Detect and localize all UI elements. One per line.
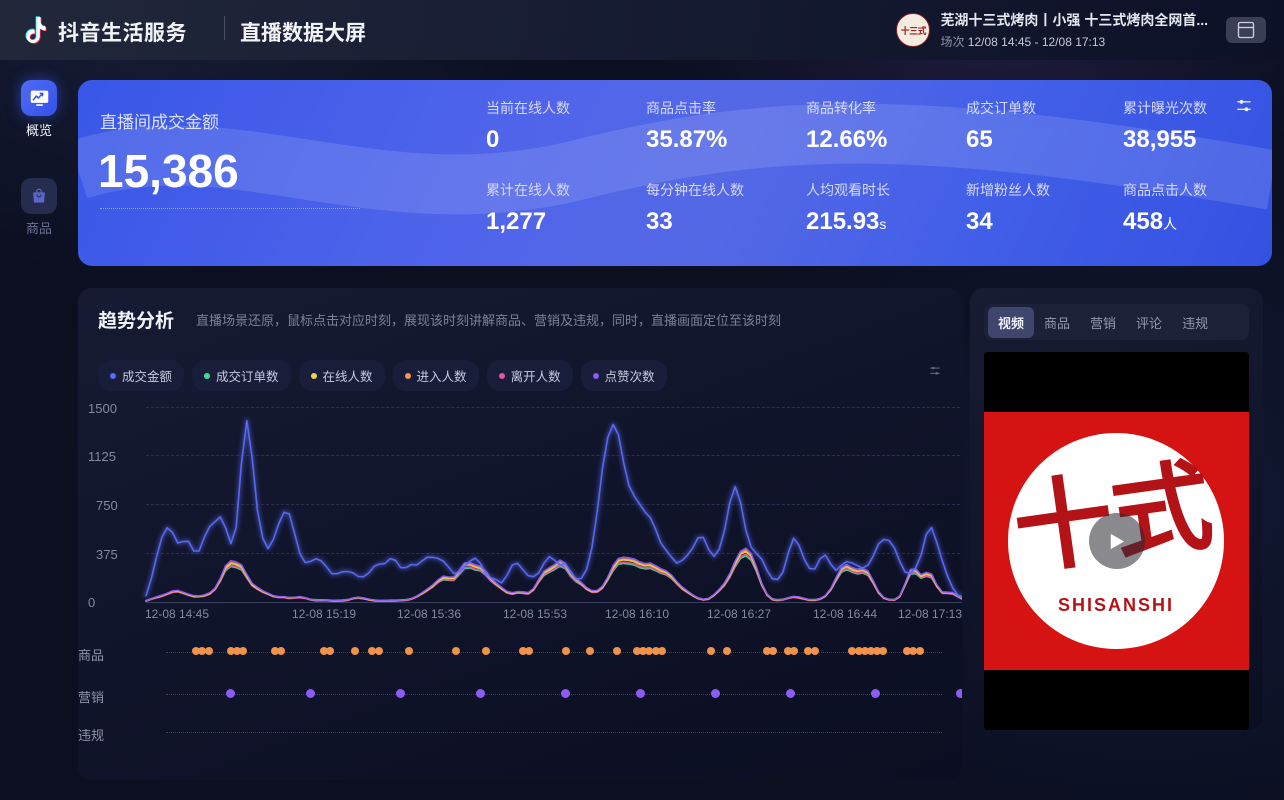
svg-text:SHISANSHI: SHISANSHI [1058, 595, 1174, 615]
